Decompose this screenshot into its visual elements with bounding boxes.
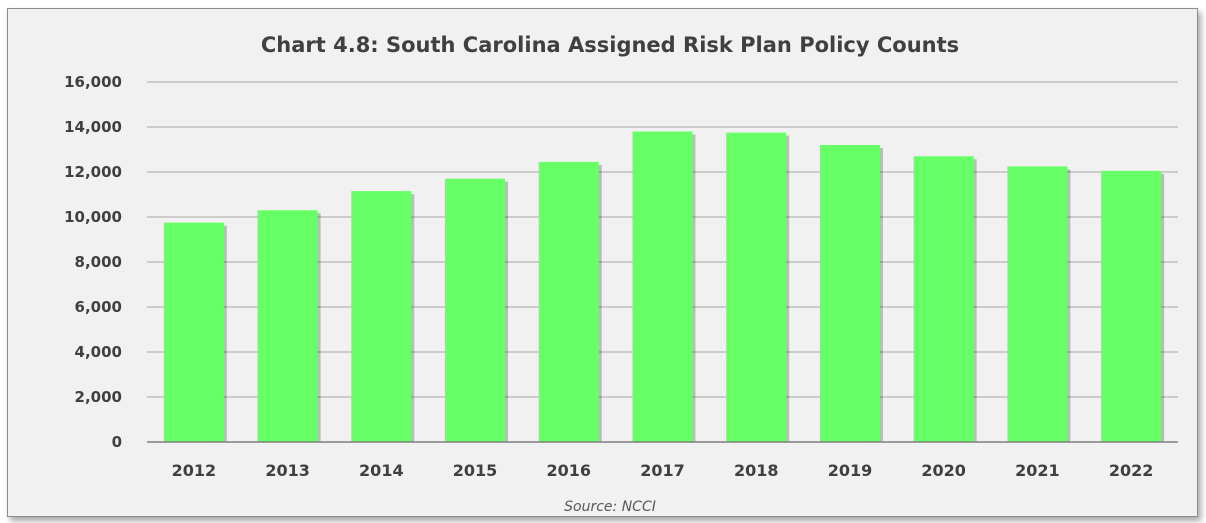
y-axis-ticks: 0 2,000 4,000 6,000 8,000 10,000 12,000 14,000 1… [64, 73, 122, 451]
bar-2012 [163, 222, 224, 442]
x-tick-label: 2022 [1109, 461, 1154, 480]
y-tick-label: 14,000 [64, 118, 122, 136]
x-tick-label: 2016 [547, 461, 592, 480]
y-tick-label: 16,000 [64, 73, 122, 91]
x-tick-label: 2014 [359, 461, 404, 480]
bar-2015 [445, 178, 506, 442]
x-tick-label: 2017 [640, 461, 685, 480]
bar-2013 [257, 210, 318, 442]
x-axis-ticks: 2012 2013 2014 2015 2016 2017 2018 2019 2020 2021… [172, 461, 1154, 480]
y-tick-label: 2,000 [75, 388, 122, 406]
y-tick-label: 4,000 [75, 343, 122, 361]
x-tick-label: 2015 [453, 461, 498, 480]
x-tick-label: 2013 [265, 461, 310, 480]
chart-title: Chart 4.8: South Carolina Assigned Risk … [261, 33, 959, 57]
bar-2020 [913, 156, 974, 442]
y-tick-label: 0 [112, 433, 122, 451]
bar-2019 [819, 145, 880, 442]
x-tick-label: 2021 [1015, 461, 1060, 480]
x-tick-label: 2012 [172, 461, 217, 480]
bar-2018 [726, 132, 787, 442]
source-note: Source: NCCI [564, 499, 656, 515]
x-tick-label: 2018 [734, 461, 779, 480]
bar-2014 [351, 191, 412, 442]
x-tick-label: 2019 [828, 461, 873, 480]
bar-2017 [632, 131, 693, 442]
x-tick-label: 2020 [921, 461, 966, 480]
y-tick-label: 8,000 [75, 253, 122, 271]
bar-2016 [538, 161, 599, 442]
y-tick-label: 10,000 [64, 208, 122, 226]
bars [163, 131, 1165, 442]
bar-2021 [1007, 166, 1068, 442]
bar-2022 [1101, 170, 1162, 442]
y-tick-label: 6,000 [75, 298, 122, 316]
y-tick-label: 12,000 [64, 163, 122, 181]
